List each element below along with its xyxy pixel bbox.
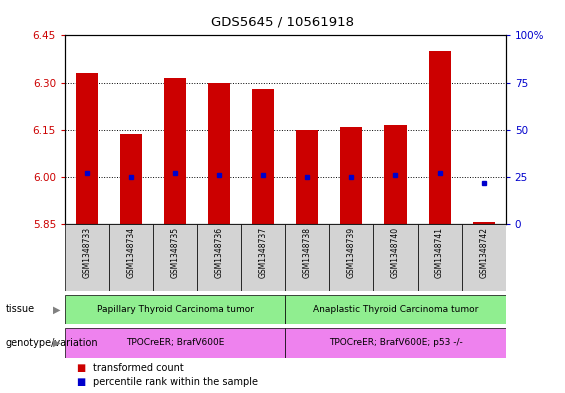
Text: ■: ■ xyxy=(76,364,85,373)
Bar xyxy=(329,224,373,291)
Bar xyxy=(285,224,329,291)
Bar xyxy=(241,224,285,291)
Bar xyxy=(153,224,197,291)
Text: GSM1348741: GSM1348741 xyxy=(435,227,444,278)
Text: GSM1348734: GSM1348734 xyxy=(127,227,136,278)
Bar xyxy=(285,295,506,324)
Bar xyxy=(252,89,275,224)
Bar xyxy=(76,73,98,224)
Text: GSM1348736: GSM1348736 xyxy=(215,227,224,278)
Bar xyxy=(418,224,462,291)
Bar xyxy=(164,78,186,224)
Bar xyxy=(65,224,109,291)
Bar xyxy=(462,224,506,291)
Bar xyxy=(428,51,451,224)
Text: GSM1348740: GSM1348740 xyxy=(391,227,400,278)
Bar xyxy=(384,125,406,224)
Bar xyxy=(373,224,418,291)
Text: GSM1348733: GSM1348733 xyxy=(82,227,92,278)
Text: transformed count: transformed count xyxy=(93,364,184,373)
Text: TPOCreER; BrafV600E: TPOCreER; BrafV600E xyxy=(126,338,224,347)
Bar xyxy=(197,224,241,291)
Bar xyxy=(285,328,506,358)
Text: GDS5645 / 10561918: GDS5645 / 10561918 xyxy=(211,16,354,29)
Text: GSM1348742: GSM1348742 xyxy=(479,227,488,278)
Bar xyxy=(120,134,142,224)
Text: ▶: ▶ xyxy=(53,305,60,314)
Text: GSM1348735: GSM1348735 xyxy=(171,227,180,278)
Bar xyxy=(296,130,318,224)
Text: genotype/variation: genotype/variation xyxy=(6,338,98,348)
Text: GSM1348737: GSM1348737 xyxy=(259,227,268,278)
Bar xyxy=(208,83,231,224)
Bar xyxy=(109,224,153,291)
Text: TPOCreER; BrafV600E; p53 -/-: TPOCreER; BrafV600E; p53 -/- xyxy=(329,338,462,347)
Text: Papillary Thyroid Carcinoma tumor: Papillary Thyroid Carcinoma tumor xyxy=(97,305,254,314)
Text: ▶: ▶ xyxy=(53,338,60,348)
Bar xyxy=(472,222,494,224)
Text: tissue: tissue xyxy=(6,305,35,314)
Text: GSM1348738: GSM1348738 xyxy=(303,227,312,278)
Bar xyxy=(65,295,285,324)
Text: ■: ■ xyxy=(76,377,85,387)
Bar xyxy=(340,127,363,224)
Text: percentile rank within the sample: percentile rank within the sample xyxy=(93,377,258,387)
Text: Anaplastic Thyroid Carcinoma tumor: Anaplastic Thyroid Carcinoma tumor xyxy=(313,305,478,314)
Bar xyxy=(65,328,285,358)
Text: GSM1348739: GSM1348739 xyxy=(347,227,356,278)
